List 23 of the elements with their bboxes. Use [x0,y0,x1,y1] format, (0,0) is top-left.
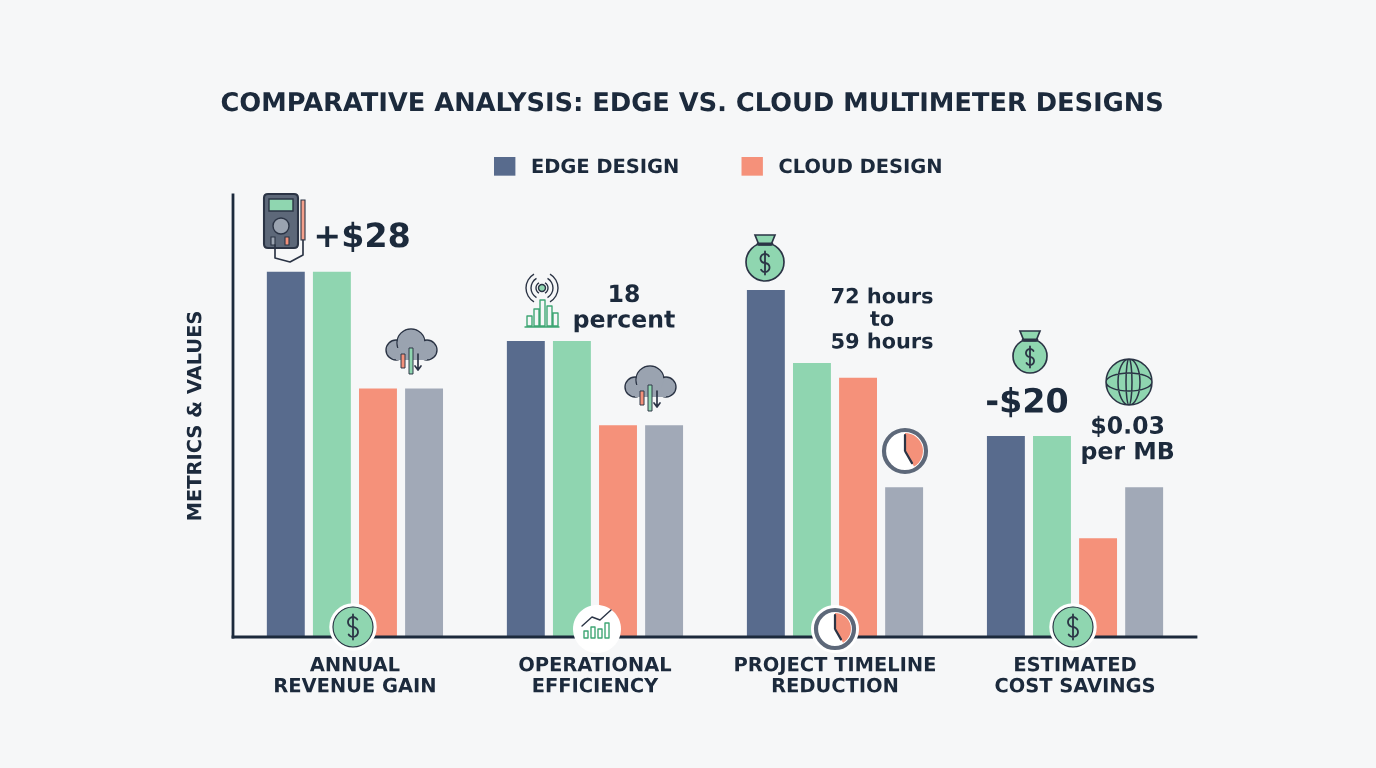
annotation: $0.03 per MB [1082,415,1174,465]
annotation: -$20 [987,387,1068,418]
x-tick-label: PROJECT TIMELINE REDUCTION [735,656,936,693]
y-axis-title: METRICS & VALUES [186,312,202,520]
annotation: 18 percent [574,284,675,333]
bar [405,388,444,637]
x-tick-label: ESTIMATED COST SAVINGS [995,656,1155,693]
bar [552,341,591,637]
bar [986,436,1025,637]
legend-label: CLOUD DESIGN [779,158,941,174]
annotation: 72 hours to 59 hours [832,287,933,349]
text: +$28 [316,221,409,252]
bar [266,271,305,637]
bar [359,388,397,637]
bar [645,425,684,637]
bar [746,289,785,637]
chart-title: COMPARATIVE ANALYSIS: EDGE VS. CLOUD MULTIMETER DESIGNS [221,92,1162,112]
x-tick-label: OPERATIONAL EFFICIENCY [519,656,672,693]
bar [1125,487,1164,637]
bar [885,487,924,637]
bar [506,341,545,637]
legend-label: EDGE DESIGN [532,158,678,174]
x-tick-label: ANNUAL REVENUE GAIN [275,657,435,693]
